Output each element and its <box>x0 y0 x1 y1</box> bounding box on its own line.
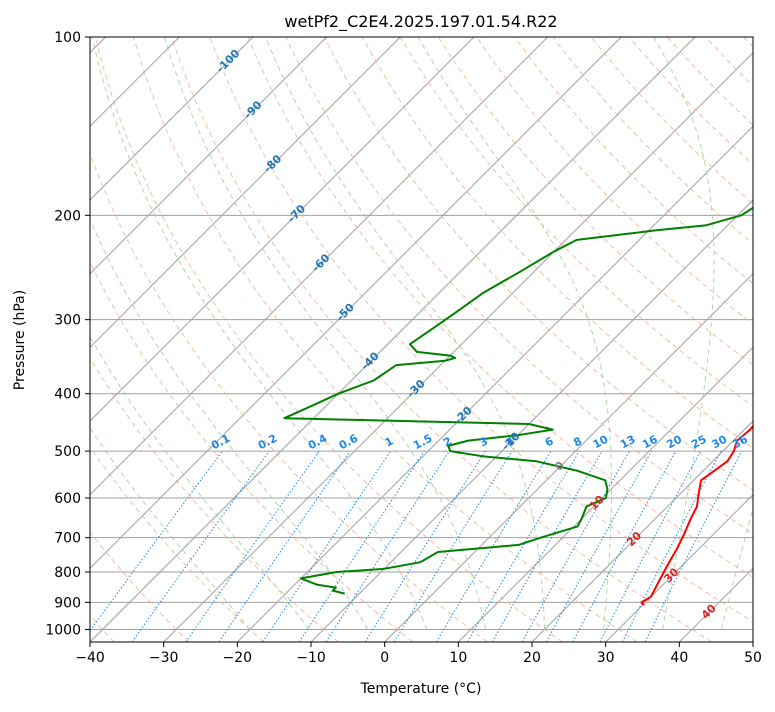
mixing-ratio-label: 16 <box>640 433 660 452</box>
isotherm-line <box>164 37 769 642</box>
isotherm-line <box>0 37 327 642</box>
x-tick-label: 50 <box>744 650 762 666</box>
dry-adiabat-line <box>0 37 338 642</box>
mixing-ratio-line <box>365 451 485 642</box>
mixing-ratio-label: 10 <box>591 433 611 452</box>
mixing-ratio-line <box>522 451 629 642</box>
moist-adiabat-line <box>266 37 545 629</box>
dry-adiabat-line <box>95 37 562 642</box>
y-tick-label: 800 <box>54 565 81 581</box>
plot-frame <box>90 37 753 642</box>
x-tick-label: −20 <box>223 650 253 666</box>
mixing-ratio-line <box>132 451 269 642</box>
y-tick-label: 300 <box>54 313 81 329</box>
dry-adiabat-line <box>0 37 189 642</box>
mixing-ratio-label: 3 <box>477 434 490 449</box>
mixing-ratio-line <box>600 451 701 642</box>
dry-adiabat-line <box>515 37 775 642</box>
isotherm-line <box>0 37 474 642</box>
isotherm-line <box>0 37 253 642</box>
mixing-ratio-label: 2 <box>441 434 454 449</box>
mixing-ratio-label: 36 <box>730 433 750 452</box>
isotherm-line <box>753 37 775 642</box>
isotherm-line <box>311 37 775 642</box>
x-tick-label: 40 <box>670 650 688 666</box>
moist-adiabat-line <box>92 37 426 629</box>
y-tick-label: 700 <box>54 531 81 547</box>
isotherm-label: 10 <box>587 493 607 513</box>
dry-adiabat-line <box>591 37 775 642</box>
x-tick-label: 20 <box>523 650 541 666</box>
moist-adiabat-line <box>654 37 714 629</box>
moist-adiabat-line <box>38 37 368 629</box>
mixing-ratio-label: 0.1 <box>209 432 232 453</box>
x-tick-label: −40 <box>75 650 105 666</box>
mixing-ratio-line <box>263 451 391 642</box>
x-tick-label: 10 <box>449 650 467 666</box>
isotherm-line <box>90 37 695 642</box>
isotherm-line <box>0 37 400 642</box>
mixing-ratio-line <box>82 451 223 642</box>
dry-adiabat-line <box>705 37 775 642</box>
dewpoint-line <box>284 37 775 594</box>
y-tick-label: 1000 <box>45 622 81 638</box>
x-tick-label: 30 <box>597 650 615 666</box>
dry-adiabat-line <box>0 37 263 642</box>
isotherm-line <box>679 37 775 642</box>
mixing-ratio-label: 25 <box>689 433 709 452</box>
y-tick-label: 400 <box>54 387 81 403</box>
isotherm-line <box>458 37 775 642</box>
isotherm-line <box>532 37 775 642</box>
y-tick-label: 600 <box>54 491 81 507</box>
mixing-ratio-label: 6 <box>543 434 556 449</box>
dry-adiabat-line <box>19 37 413 642</box>
mixing-ratio-label: 8 <box>571 434 584 449</box>
x-tick-label: 0 <box>380 650 389 666</box>
mixing-ratio-line <box>573 451 676 642</box>
moist-adiabat-line <box>0 37 309 629</box>
x-tick-label: −10 <box>296 650 326 666</box>
y-axis-label: Pressure (hPa) <box>12 290 28 390</box>
mixing-ratio-label: 1.5 <box>411 432 434 453</box>
dry-adiabat-line <box>667 37 775 642</box>
mixing-ratio-line <box>645 451 742 642</box>
y-tick-label: 500 <box>54 444 81 460</box>
x-tick-label: −30 <box>149 650 179 666</box>
moist-adiabat-line <box>721 37 775 629</box>
mixing-ratio-label: 20 <box>664 433 684 452</box>
dry-adiabat-line <box>477 37 775 642</box>
chart-title: wetPf2_C2E4.2025.197.01.54.R22 <box>284 12 557 32</box>
dry-adiabat-line <box>438 37 775 642</box>
y-tick-label: 200 <box>54 208 81 224</box>
mixing-ratio-label: 1 <box>383 434 396 449</box>
y-tick-label: 100 <box>54 30 81 46</box>
moist-adiabat-line <box>0 37 250 629</box>
mixing-ratio-line <box>326 451 449 642</box>
mixing-ratio-line <box>468 451 580 642</box>
dry-adiabat-line <box>133 37 637 642</box>
mixing-ratio-line <box>299 451 424 642</box>
y-tick-label: 900 <box>54 595 81 611</box>
isotherm-line <box>237 37 775 642</box>
dry-adiabat-line <box>744 37 775 642</box>
dry-adiabat-line <box>57 37 488 642</box>
isotherm-line <box>606 37 775 642</box>
moist-adiabat-line <box>418 37 612 629</box>
dry-adiabat-line <box>553 37 775 642</box>
x-axis-label: Temperature (°C) <box>360 681 482 697</box>
mixing-ratio-label: 30 <box>710 433 730 452</box>
mixing-ratio-label: 0.4 <box>306 432 330 453</box>
dry-adiabat-line <box>210 37 775 642</box>
isotherm-line <box>16 37 621 642</box>
mixing-ratio-label: 13 <box>618 433 638 452</box>
